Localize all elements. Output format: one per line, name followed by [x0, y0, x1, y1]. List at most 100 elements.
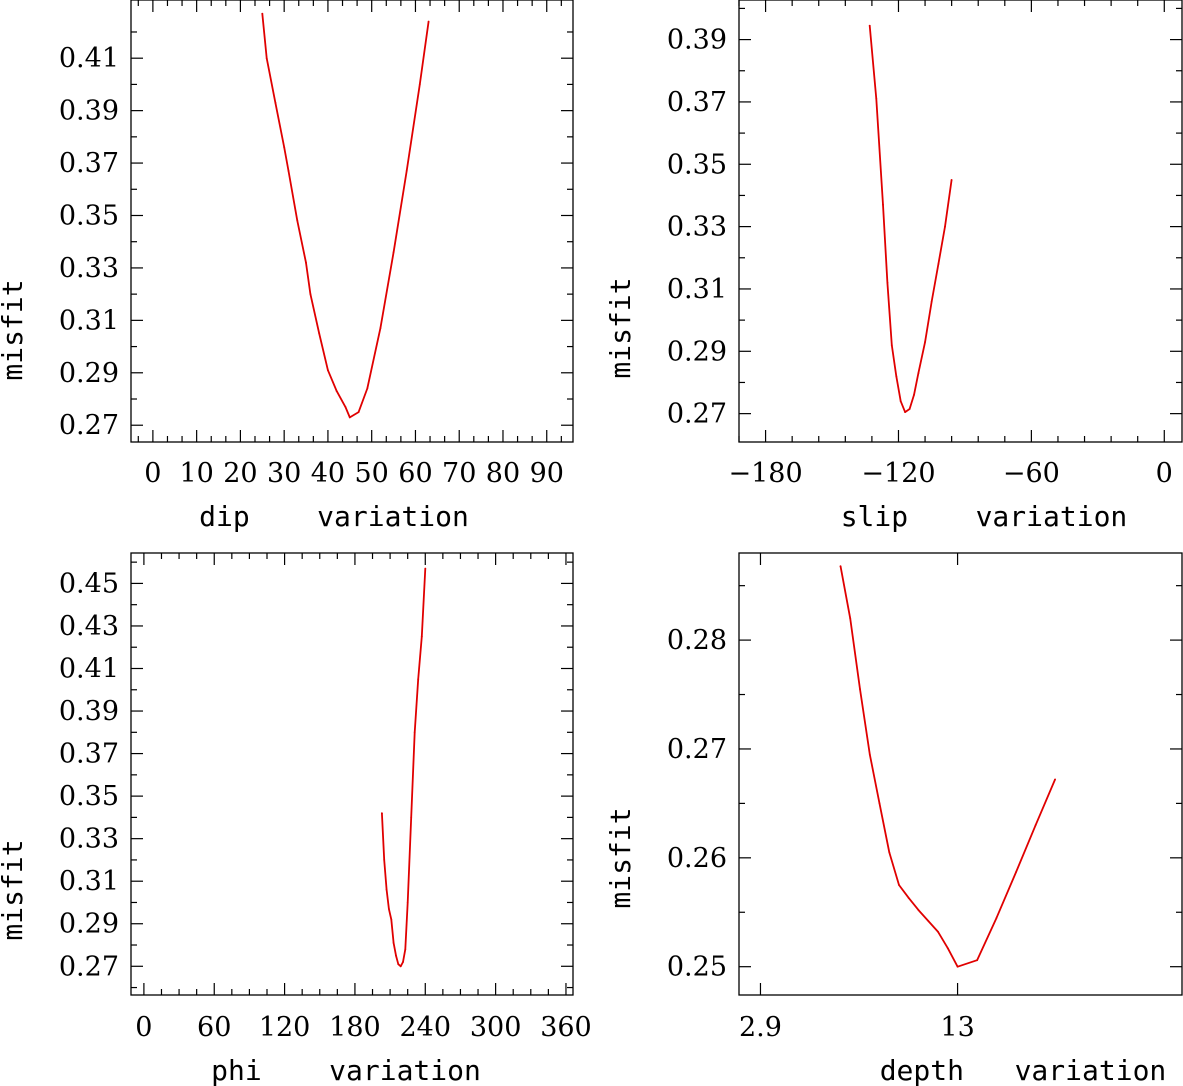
dip-ytick-label: 0.33	[59, 253, 119, 284]
dip-data-point	[287, 170, 290, 172]
phi-data-point	[385, 888, 388, 891]
dip-data-point	[274, 101, 277, 104]
slip-ytick-label: 0.27	[667, 399, 727, 430]
slip-ytick-label: 0.33	[667, 212, 727, 243]
depth-data-point	[917, 909, 920, 911]
dip-tick-labels: 0.27 0.29 0.31 0.33 0.35 0.37 0.39 0.41 0 10 20 30 4…	[59, 43, 564, 489]
phi-data-point	[413, 731, 416, 734]
phi-xtick-label: 360	[540, 1012, 592, 1043]
slip-xtick-label: −180	[728, 458, 802, 489]
phi-data-point	[397, 963, 400, 966]
slip-data-point	[868, 24, 871, 27]
phi-data-point	[406, 901, 409, 904]
dip-series	[261, 12, 430, 419]
dip-data-point	[405, 170, 408, 172]
dip-xtick-label: 80	[486, 458, 520, 489]
slip-data-point	[913, 394, 915, 396]
depth-data-point	[946, 947, 949, 950]
depth-data-point	[839, 565, 842, 567]
slip-data-point	[937, 263, 940, 265]
phi-ytick-label: 0.39	[59, 696, 119, 727]
phi-data-point	[392, 942, 395, 944]
slip-data-point	[882, 203, 884, 206]
dip-xtick-label: 40	[311, 458, 345, 489]
dip-x-axis-label: dip variation	[199, 500, 469, 533]
depth-xtick-label: 13	[940, 1012, 974, 1043]
depth-plot-frame	[738, 552, 1183, 996]
phi-tick-marks	[131, 553, 573, 995]
dip-data-point	[335, 390, 338, 392]
dip-data-point	[348, 416, 351, 419]
slip-ytick-label: 0.37	[667, 87, 727, 118]
phi-ytick-label: 0.41	[59, 653, 119, 684]
dip-data-point	[366, 387, 369, 390]
dip-xtick-label: 70	[442, 458, 476, 489]
dip-data-point	[318, 332, 321, 335]
slip-data-point	[917, 372, 920, 374]
dip-y-axis-label: misfit	[0, 279, 29, 380]
dip-data-point	[309, 293, 312, 295]
depth-data-point	[907, 897, 910, 899]
slip-tick-marks	[738, 0, 1182, 442]
depth-ytick-label: 0.28	[667, 625, 727, 656]
dip-xtick-label: 0	[144, 458, 161, 489]
slip-data-point	[908, 408, 911, 410]
phi-xtick-label: 300	[470, 1012, 522, 1043]
phi-ytick-label: 0.43	[59, 611, 119, 642]
depth-data-point	[868, 753, 871, 756]
phi-ytick-label: 0.45	[59, 568, 119, 599]
slip-plot-frame	[738, 0, 1183, 443]
phi-data-point	[424, 567, 427, 570]
phi-panel: 0.27 0.29 0.31 0.33 0.35 0.37 0.39 0.41 0.43 0.45…	[0, 552, 592, 1086]
dip-plot-frame	[130, 0, 574, 443]
dip-ytick-label: 0.31	[59, 305, 119, 336]
depth-data-point	[927, 920, 930, 922]
dip-xtick-label: 60	[398, 458, 432, 489]
phi-data-point	[420, 635, 423, 638]
phi-plot-frame	[130, 552, 574, 996]
slip-data-point	[890, 344, 893, 346]
depth-misfit-curve	[839, 565, 1056, 968]
depth-data-point	[976, 959, 978, 962]
depth-panel: 0.25 0.26 0.27 0.28 2.9 13 depth variation mi…	[604, 552, 1183, 1086]
depth-data-point	[849, 617, 852, 620]
slip-data-point	[950, 179, 953, 181]
phi-data-point	[390, 918, 393, 921]
phi-tick-labels: 0.27 0.29 0.31 0.33 0.35 0.37 0.39 0.41 0.43 0.45…	[59, 568, 592, 1043]
dip-data-point	[327, 369, 329, 372]
slip-ytick-label: 0.35	[667, 149, 727, 180]
slip-misfit-curve	[868, 25, 953, 414]
slip-ytick-label: 0.29	[667, 336, 727, 367]
slip-series	[868, 24, 953, 414]
depth-ytick-label: 0.27	[667, 734, 727, 765]
phi-ytick-label: 0.29	[59, 909, 119, 940]
depth-tick-labels: 0.25 0.26 0.27 0.28 2.9 13	[667, 625, 975, 1043]
phi-data-point	[388, 908, 390, 910]
dip-ytick-label: 0.35	[59, 200, 119, 231]
dip-ytick-label: 0.41	[59, 43, 119, 74]
depth-ytick-label: 0.25	[667, 952, 727, 983]
slip-data-point	[886, 281, 889, 284]
dip-data-point	[305, 261, 307, 264]
phi-y-axis-label: misfit	[0, 839, 29, 940]
slip-data-point	[924, 341, 926, 343]
depth-data-point	[1054, 778, 1056, 781]
slip-tick-labels: 0.27 0.29 0.31 0.33 0.35 0.37 0.39 −180 −120 −60 0	[667, 25, 1173, 489]
depth-ytick-label: 0.26	[667, 843, 727, 874]
dip-data-point	[261, 12, 264, 15]
slip-data-point	[930, 300, 933, 303]
phi-ytick-label: 0.37	[59, 739, 119, 770]
slip-data-point	[944, 225, 946, 228]
dip-data-point	[357, 411, 360, 413]
depth-data-point	[956, 965, 959, 968]
slip-y-axis-label: misfit	[604, 277, 637, 378]
dip-xtick-label: 30	[267, 458, 301, 489]
dip-data-point	[418, 83, 421, 86]
phi-data-point	[402, 961, 404, 963]
phi-ytick-label: 0.33	[59, 824, 119, 855]
depth-y-axis-label: misfit	[604, 807, 637, 908]
dip-data-point	[283, 146, 286, 149]
depth-xtick-label: 2.9	[739, 1012, 782, 1043]
